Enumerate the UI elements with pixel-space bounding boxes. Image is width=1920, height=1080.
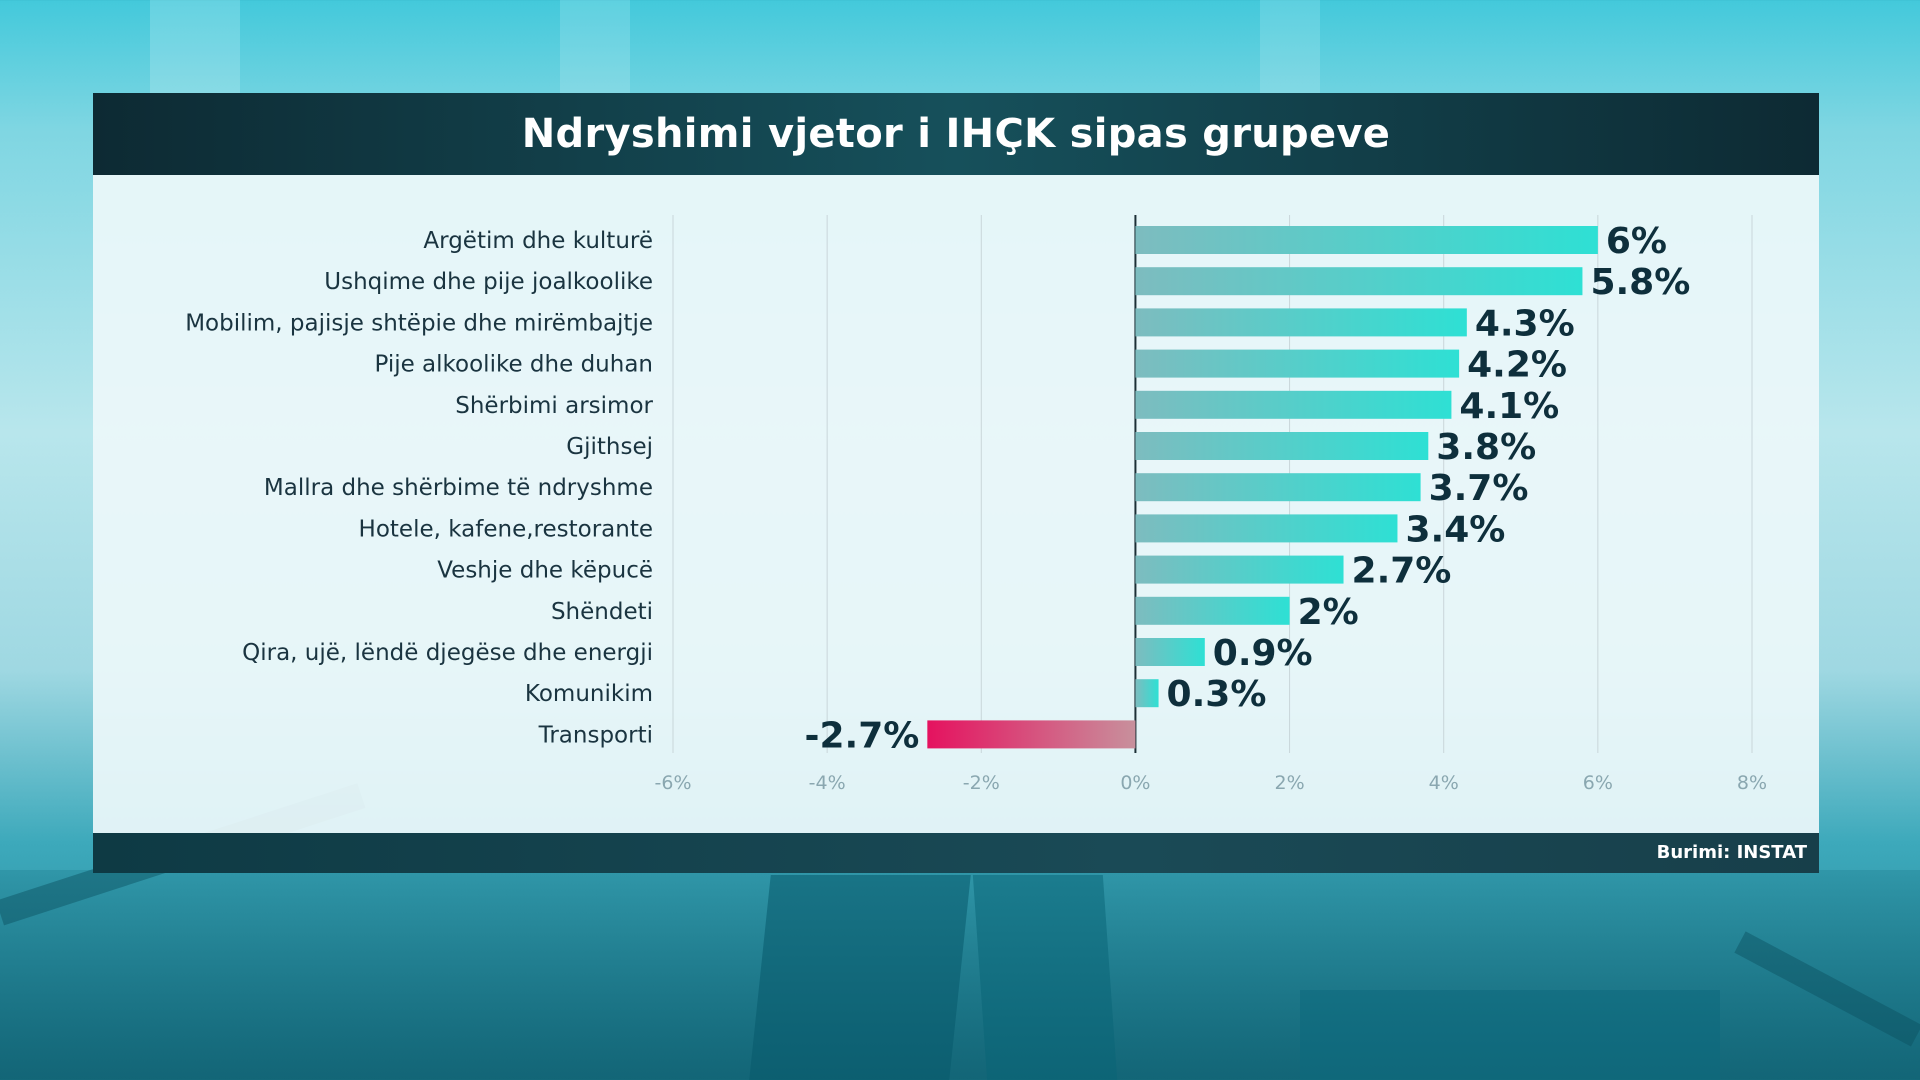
category-label: Argëtim dhe kulturë: [423, 228, 653, 254]
title-bar: Ndryshimi vjetor i IHÇK sipas grupeve: [93, 93, 1819, 175]
value-label: -2.7%: [805, 715, 920, 756]
category-label: Veshje dhe këpucë: [437, 558, 653, 584]
bar-negative: [927, 720, 1136, 749]
background-plank: [749, 875, 971, 1080]
category-label: Pije alkoolike dhe duhan: [374, 352, 653, 378]
value-label: 2%: [1298, 592, 1359, 633]
x-tick-label: 2%: [1274, 772, 1304, 794]
value-label: 3.7%: [1429, 468, 1529, 509]
bar-positive: [1135, 473, 1421, 502]
bar-positive: [1135, 267, 1583, 296]
background-plank: [972, 875, 1118, 1080]
bar-positive: [1135, 390, 1452, 419]
value-label: 3.4%: [1405, 509, 1505, 550]
category-labels: Argëtim dhe kulturë Ushqime dhe pije joal…: [185, 228, 653, 748]
category-label: Ushqime dhe pije joalkoolike: [324, 269, 653, 295]
value-labels: 6%5.8% 4.3%4.2%4.1%3.8%3.7%3.4%2.7%2%0.9%…: [805, 221, 1691, 756]
category-label: Mobilim, pajisje shtëpie dhe mirëmbajtje: [185, 310, 653, 336]
x-tick-label: 8%: [1737, 772, 1767, 794]
category-label: Gjithsej: [566, 434, 653, 460]
category-label: Hotele, kafene,restorante: [359, 516, 653, 542]
x-tick-label: -4%: [809, 772, 846, 794]
x-tick-label: 0%: [1120, 772, 1150, 794]
background-plank: [1300, 990, 1720, 1080]
value-label: 0.3%: [1167, 674, 1267, 715]
value-label: 2.7%: [1352, 551, 1452, 592]
bar-positive: [1135, 349, 1460, 378]
bar-positive: [1135, 308, 1467, 337]
value-label: 4.3%: [1475, 303, 1575, 344]
value-label: 5.8%: [1590, 262, 1690, 303]
x-tick-label: 4%: [1429, 772, 1459, 794]
bar-positive: [1135, 432, 1429, 460]
background-window-panel: [1260, 0, 1320, 95]
value-label: 4.2%: [1467, 345, 1567, 386]
source-bar: Burimi: INSTAT: [93, 833, 1819, 873]
bar-chart: Argëtim dhe kulturë Ushqime dhe pije joal…: [185, 215, 1768, 794]
bar-positive: [1135, 226, 1598, 254]
x-tick-label: -6%: [655, 772, 692, 794]
bar-positive: [1135, 514, 1398, 543]
value-label: 4.1%: [1459, 386, 1559, 427]
x-axis-ticks: -6% -4% -2% 0% 2% 4% 6% 8%: [655, 772, 1768, 794]
category-label: Transporti: [538, 722, 653, 748]
background-window-panel: [150, 0, 240, 95]
bar-positive: [1135, 638, 1205, 666]
value-label: 0.9%: [1213, 633, 1313, 674]
category-label: Komunikim: [525, 681, 653, 707]
x-tick-label: 6%: [1583, 772, 1613, 794]
value-label: 3.8%: [1436, 427, 1536, 468]
category-label: Mallra dhe shërbime të ndryshme: [264, 475, 653, 501]
category-label: Shëndeti: [551, 599, 653, 625]
background-window-panel: [560, 0, 630, 95]
value-label: 6%: [1606, 221, 1667, 262]
x-tick-label: -2%: [963, 772, 1000, 794]
bar-positive: [1135, 596, 1290, 625]
bar-positive: [1135, 555, 1344, 584]
chart-title: Ndryshimi vjetor i IHÇK sipas grupeve: [521, 111, 1391, 157]
category-label: Shërbimi arsimor: [455, 393, 653, 419]
category-label: Qira, ujë, lëndë djegëse dhe energji: [242, 640, 653, 666]
bars: [927, 226, 1598, 749]
bar-positive: [1135, 679, 1159, 708]
chart-panel: Ndryshimi vjetor i IHÇK sipas grupeve Ar…: [93, 93, 1819, 873]
source-label: Burimi: INSTAT: [1656, 842, 1807, 863]
